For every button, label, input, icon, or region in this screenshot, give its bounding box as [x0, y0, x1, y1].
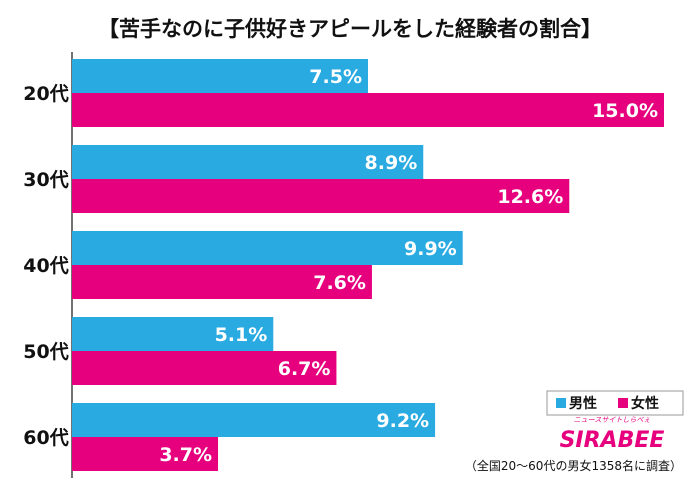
legend-label: 男性: [569, 395, 597, 412]
logo-subtitle: ニュースサイトしらべぇ: [574, 416, 651, 424]
legend-swatch: [618, 398, 628, 408]
bar-value-label: 9.2%: [376, 410, 429, 432]
bar-female: [72, 437, 219, 471]
legend-label: 女性: [631, 395, 659, 412]
bar-male: [72, 403, 436, 437]
legend-swatch: [556, 398, 566, 408]
chart-title: 【苦手なのに子供好きアピールをした経験者の割合】: [98, 17, 602, 41]
bar-value-label: 9.9%: [404, 238, 457, 260]
bars-layer: 20代 7.5% 15.0% 30代 8.9% 12.6% 40代 9.9% 7.6% 50代 5.…: [23, 59, 664, 471]
category-label: 50代: [23, 341, 68, 363]
bar-value-label: 5.1%: [215, 324, 268, 346]
category-label: 60代: [23, 427, 68, 449]
survey-note: （全国20～60代の男女1358名に調査）: [465, 458, 682, 473]
bar-male: [72, 317, 274, 351]
category-label: 20代: [23, 83, 68, 105]
bar-value-label: 15.0%: [592, 100, 658, 122]
legend: 男性 女性: [546, 390, 684, 416]
bar-female: [72, 265, 372, 299]
bar-value-label: 6.7%: [278, 358, 331, 380]
bar-female: [72, 179, 570, 213]
legend-box: [546, 390, 684, 416]
bar-male: [72, 231, 463, 265]
bar-female: [72, 351, 337, 385]
bar-value-label: 8.9%: [365, 152, 418, 174]
sirabee-logo: ニュースサイトしらべぇ SIRABEE: [560, 416, 665, 453]
bar-value-label: 7.6%: [313, 272, 366, 294]
bar-male: [72, 145, 424, 179]
bar-value-label: 12.6%: [497, 186, 563, 208]
category-label: 30代: [23, 169, 68, 191]
bar-value-label: 7.5%: [309, 66, 362, 88]
bar-female: [72, 93, 664, 127]
bar-value-label: 3.7%: [159, 444, 212, 466]
bar-male: [72, 59, 368, 93]
category-label: 40代: [23, 255, 68, 277]
logo-wordmark: SIRABEE: [560, 428, 665, 453]
